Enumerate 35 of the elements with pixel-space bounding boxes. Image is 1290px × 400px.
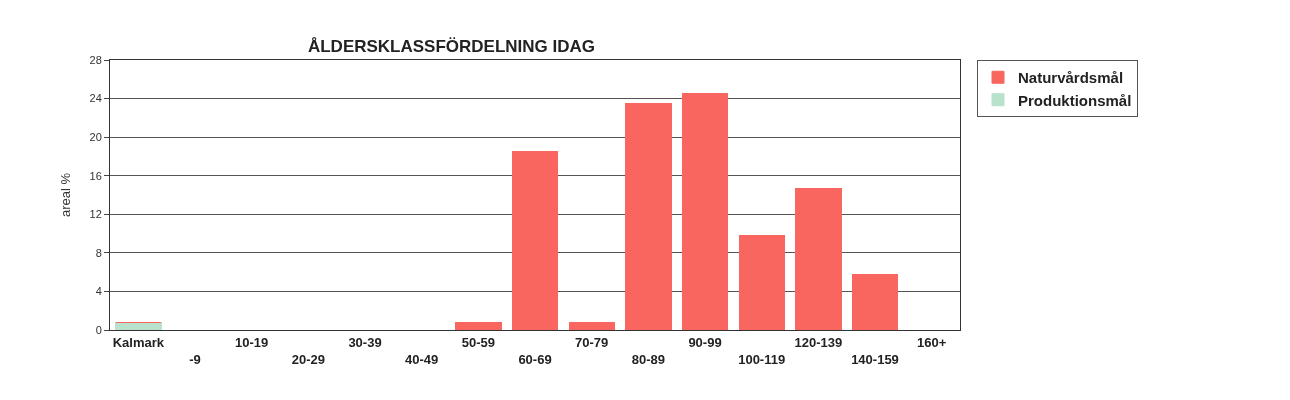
- y-tick-label: 28: [89, 53, 102, 66]
- x-tick-label: 100-119: [738, 351, 786, 367]
- x-tick-label: 140-159: [851, 351, 899, 367]
- bar: [568, 321, 615, 330]
- x-tick-label: 20-29: [291, 351, 325, 367]
- x-tick-label: 30-39: [348, 334, 382, 350]
- y-tick-label: 16: [89, 169, 102, 182]
- y-tick-label: 20: [89, 130, 102, 143]
- x-tick-label: 60-69: [518, 351, 552, 367]
- x-tick-label: 120-139: [794, 334, 843, 350]
- x-tick-label: 160+: [917, 334, 947, 350]
- bar: [455, 321, 502, 330]
- x-tick-label: Kalmark: [112, 334, 165, 350]
- x-tick-label: 90-99: [688, 334, 722, 350]
- bar: [851, 273, 899, 330]
- bar: [681, 93, 729, 330]
- y-tick-label: 4: [95, 285, 102, 298]
- y-tick-label: 12: [89, 208, 102, 221]
- chart-title: ÅLDERSKLASSFÖRDELNING IDAG: [307, 36, 596, 56]
- x-tick-label: 40-49: [405, 351, 439, 367]
- x-tick-label: 10-19: [235, 334, 269, 350]
- x-tick-label: -9: [189, 351, 201, 367]
- x-tick-label: 80-89: [631, 351, 665, 367]
- y-tick-label: 24: [89, 92, 102, 105]
- x-tick-label: 70-79: [575, 334, 609, 350]
- x-tick-label: 50-59: [461, 334, 495, 350]
- y-axis-title: areal %: [58, 172, 74, 218]
- bar: [625, 102, 672, 330]
- bar: [738, 235, 785, 330]
- y-tick-label: 8: [95, 246, 102, 259]
- bar: [511, 151, 559, 330]
- y-tick-label: 0: [95, 323, 102, 336]
- legend-label: Naturvårdsmål: [1018, 69, 1124, 87]
- legend-label: Produktionsmål: [1018, 91, 1132, 109]
- bar: [795, 187, 842, 330]
